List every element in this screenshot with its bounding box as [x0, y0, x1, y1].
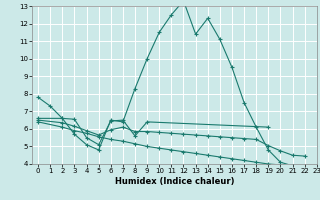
X-axis label: Humidex (Indice chaleur): Humidex (Indice chaleur)	[115, 177, 234, 186]
